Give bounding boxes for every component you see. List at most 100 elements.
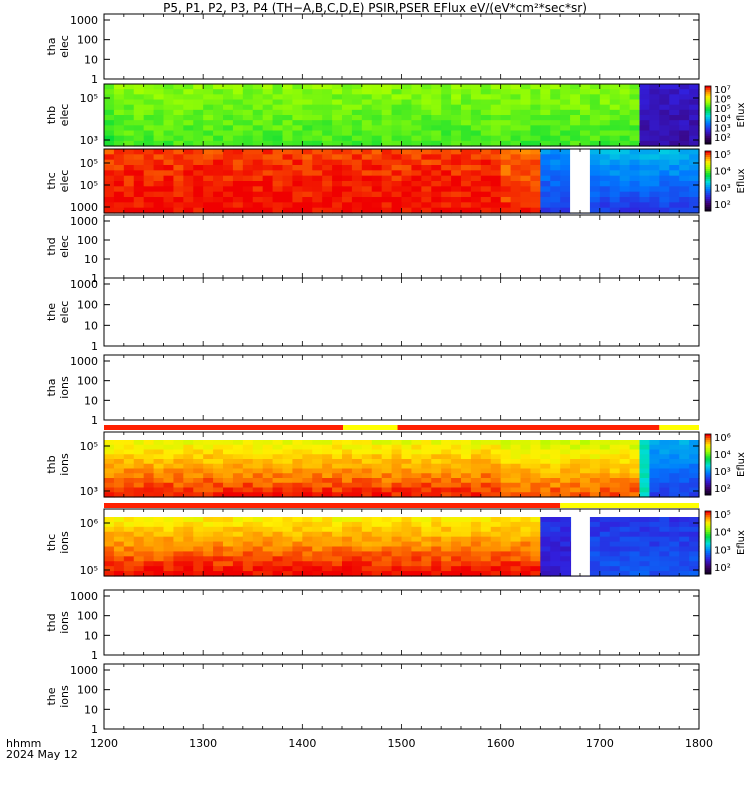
heatmap-cell [262,468,274,474]
heatmap-cell [411,135,422,142]
heatmap-cell [183,454,194,460]
heatmap-cell [242,99,254,106]
heatmap-cell [669,120,680,126]
heatmap-cell [391,125,403,132]
heatmap-cell [599,109,611,116]
heatmap-cell [302,444,313,451]
heatmap-cell [599,440,611,446]
heatmap-cell [223,444,234,451]
heatmap-cell [669,517,680,523]
heatmap-cell [540,459,551,465]
heatmap-cell [530,492,541,498]
heatmap-cell [689,526,700,533]
heatmap-cell [381,541,393,548]
heatmap-cell [262,459,274,465]
heatmap-cell [312,556,323,562]
heatmap-cell [669,521,680,528]
heatmap-cell [153,159,165,166]
heatmap-cell [520,175,532,182]
heatmap-cell [332,104,343,111]
heatmap-cell [391,191,403,198]
heatmap-cell [361,546,373,553]
heatmap-cell [104,175,115,182]
heatmap-cell [510,89,522,95]
heatmap-cell [520,459,532,465]
heatmap-cell [540,175,551,182]
heatmap-cell [173,197,184,203]
heatmap-cell [223,94,234,101]
heatmap-cell [609,440,621,446]
heatmap-cell [560,120,571,126]
heatmap-cell [570,120,581,126]
heatmap-cell [193,207,204,214]
heatmap-cell [322,186,333,193]
heatmap-cell [302,561,313,567]
heatmap-cell [381,454,393,460]
heatmap-cell [292,492,303,498]
heatmap-cell [689,449,700,455]
heatmap-cell [213,487,224,493]
heatmap-cell [232,517,244,523]
heatmap-cell [104,207,115,214]
heatmap-cell [550,482,561,489]
heatmap-cell [302,149,313,155]
heatmap-cell [679,454,690,460]
heatmap-cell [262,444,274,451]
heatmap-cell [232,561,244,567]
heatmap-cell [599,170,611,177]
heatmap-cell [361,191,373,198]
heatmap-cell [599,202,611,209]
heatmap-cell [104,120,115,126]
colorbar-segment [705,185,711,188]
heatmap-cell [351,454,363,460]
heatmap-cell [530,115,541,121]
heatmap-cell [133,104,145,111]
heatmap-cell [589,181,601,187]
heatmap-cell [113,561,125,567]
heatmap-cell [123,159,135,166]
heatmap-cell [153,130,165,137]
heatmap-cell [421,571,432,577]
heatmap-cell [619,154,631,161]
heatmap-cell [530,531,541,538]
heatmap-cell [520,492,532,498]
heatmap-cell [371,197,383,203]
heatmap-cell [371,120,383,126]
heatmap-cell [580,492,591,498]
heatmap-cell [282,170,294,177]
heatmap-cell [540,478,551,484]
heatmap-cell [431,130,442,137]
heatmap-cell [143,186,155,193]
heatmap-cell [302,140,313,147]
heatmap-cell [163,135,175,142]
heatmap-cell [441,541,452,548]
heatmap-cell [322,444,333,451]
heatmap-cell [223,454,234,460]
heatmap-cell [401,165,413,171]
heatmap-cell [232,463,244,470]
heatmap-cell [401,175,413,182]
heatmap-cell [679,115,690,121]
heatmap-cell [342,541,353,548]
heatmap-cell [203,125,214,132]
heatmap-cell [500,197,512,203]
heatmap-cell [669,154,680,161]
heatmap-cell [570,482,581,489]
heatmap-cell [401,492,413,498]
heatmap-cell [451,135,462,142]
heatmap-cell [679,492,690,498]
heatmap-cell [619,165,631,171]
heatmap-cell [599,468,611,474]
heatmap-cell [173,165,184,171]
heatmap-cell [203,159,214,166]
heatmap-cell [659,551,670,557]
heatmap-cell [113,186,125,193]
heatmap-cell [173,130,184,137]
heatmap-cell [441,546,452,553]
heatmap-cell [411,125,422,132]
heatmap-cell [550,109,561,116]
heatmap-cell [292,459,303,465]
heatmap-cell [332,454,343,460]
heatmap-cell [609,463,621,470]
heatmap-cell [272,556,284,562]
